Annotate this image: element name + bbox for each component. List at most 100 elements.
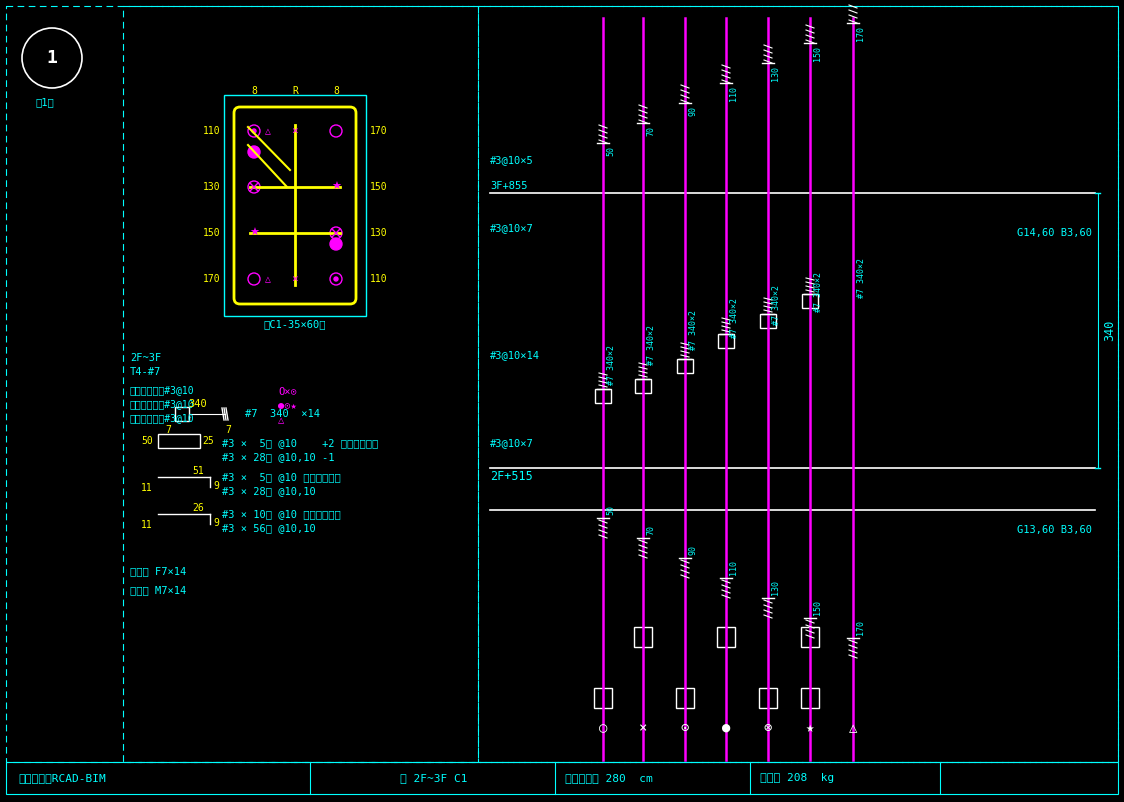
- Text: #3 × 56支 @10,10: #3 × 56支 @10,10: [223, 523, 316, 533]
- Text: #3@10×14: #3@10×14: [490, 350, 540, 360]
- Text: 續接器 M7×14: 續接器 M7×14: [130, 585, 187, 595]
- Bar: [593, 688, 611, 708]
- Text: ●⊙★: ●⊙★: [278, 401, 297, 411]
- Text: 梁柱接頭箍筋#3@10: 梁柱接頭箍筋#3@10: [130, 385, 194, 395]
- Text: 70: 70: [646, 126, 655, 136]
- Text: 170: 170: [370, 126, 388, 136]
- Text: 柱中央區箍筋#3@10: 柱中央區箍筋#3@10: [130, 413, 194, 423]
- Text: #3@10×7: #3@10×7: [490, 223, 534, 233]
- Bar: [634, 627, 652, 647]
- Text: 柱圍束區箍筋#3@10: 柱圍束區箍筋#3@10: [130, 399, 194, 409]
- Text: 110: 110: [729, 560, 738, 575]
- Text: G14,60 B3,60: G14,60 B3,60: [1017, 228, 1093, 238]
- Circle shape: [252, 129, 256, 133]
- Text: 110: 110: [729, 86, 738, 101]
- Text: 25: 25: [202, 436, 214, 446]
- Text: 11: 11: [142, 520, 153, 530]
- Text: 1: 1: [46, 49, 57, 67]
- Bar: [759, 688, 777, 708]
- Text: 重量： 208  kg: 重量： 208 kg: [760, 773, 834, 783]
- Text: ★: ★: [330, 182, 341, 192]
- Bar: [158, 434, 200, 448]
- Text: ⊙: ⊙: [681, 721, 689, 735]
- Text: ×: ×: [638, 721, 647, 735]
- Text: ★: ★: [806, 721, 814, 735]
- Text: 50: 50: [142, 436, 153, 446]
- Text: #7  340  ×14: #7 340 ×14: [245, 409, 320, 419]
- Text: 110: 110: [202, 126, 220, 136]
- Text: 柱 2F~3F C1: 柱 2F~3F C1: [400, 773, 468, 783]
- Bar: [676, 688, 694, 708]
- Text: 170: 170: [856, 620, 865, 635]
- Bar: [803, 294, 818, 308]
- Text: #3@10×5: #3@10×5: [490, 155, 534, 165]
- Bar: [224, 95, 366, 316]
- Text: ●: ●: [722, 721, 731, 735]
- Text: 柱C1-35×60齊: 柱C1-35×60齊: [264, 319, 326, 329]
- Text: 130: 130: [370, 228, 388, 238]
- Text: 共1台: 共1台: [35, 97, 54, 107]
- Bar: [175, 407, 189, 421]
- Text: T4-#7: T4-#7: [130, 367, 161, 377]
- Text: △: △: [265, 126, 271, 136]
- Text: #3 ×  5支 @10 梁柱接頭緊筋: #3 × 5支 @10 梁柱接頭緊筋: [223, 472, 341, 482]
- Text: 2F~3F: 2F~3F: [130, 353, 161, 363]
- Bar: [717, 627, 735, 647]
- Text: 9: 9: [214, 481, 219, 491]
- Text: 110: 110: [370, 274, 388, 284]
- Text: 51: 51: [192, 466, 203, 476]
- Text: 150: 150: [202, 228, 220, 238]
- Text: 50: 50: [606, 146, 615, 156]
- Text: 續接器 F7×14: 續接器 F7×14: [130, 566, 187, 576]
- Text: 170: 170: [856, 26, 865, 41]
- Text: 8: 8: [251, 86, 257, 96]
- Text: 130: 130: [771, 580, 780, 595]
- Text: 130: 130: [202, 182, 220, 192]
- Text: 26: 26: [192, 503, 203, 513]
- Text: 150: 150: [813, 600, 822, 615]
- Text: 7: 7: [225, 425, 230, 435]
- Text: 340: 340: [189, 399, 207, 409]
- Bar: [801, 627, 819, 647]
- Text: 3F+855: 3F+855: [490, 181, 527, 191]
- Text: 130: 130: [771, 66, 780, 81]
- Text: R: R: [292, 86, 298, 96]
- Bar: [718, 334, 734, 348]
- Text: #7 340×2: #7 340×2: [814, 272, 823, 312]
- Text: △: △: [849, 721, 858, 735]
- Text: 70: 70: [646, 525, 655, 535]
- Bar: [801, 688, 819, 708]
- Text: 9: 9: [214, 518, 219, 528]
- Text: #3 × 28支 @10,10: #3 × 28支 @10,10: [223, 486, 316, 496]
- Bar: [595, 389, 611, 403]
- Text: 170: 170: [202, 274, 220, 284]
- Text: 340: 340: [1104, 320, 1116, 341]
- Text: G13,60 B3,60: G13,60 B3,60: [1017, 525, 1093, 535]
- Text: #3 × 28支 @10,10 -1: #3 × 28支 @10,10 -1: [223, 452, 335, 462]
- Text: 150: 150: [813, 46, 822, 61]
- Text: #7 340×2: #7 340×2: [729, 298, 738, 338]
- Text: 150: 150: [370, 182, 388, 192]
- Circle shape: [248, 146, 260, 158]
- Bar: [635, 379, 651, 393]
- Text: O×⊙: O×⊙: [278, 387, 297, 397]
- Text: 2F+515: 2F+515: [490, 470, 533, 483]
- Text: ⊗: ⊗: [764, 721, 772, 735]
- Text: #7 340×2: #7 340×2: [689, 310, 698, 350]
- Text: 工程名稱：RCAD-BIM: 工程名稱：RCAD-BIM: [18, 773, 106, 783]
- Bar: [677, 359, 694, 373]
- Text: #3 ×  5支 @10    +2 梁柱接頭箍筋: #3 × 5支 @10 +2 梁柱接頭箍筋: [223, 438, 379, 448]
- Text: ×: ×: [291, 126, 298, 136]
- Text: 7: 7: [165, 425, 171, 435]
- Text: 樓底淨高： 280  cm: 樓底淨高： 280 cm: [565, 773, 653, 783]
- Text: 50: 50: [606, 505, 615, 515]
- Text: △: △: [265, 274, 271, 284]
- Text: #7 340×2: #7 340×2: [856, 258, 865, 298]
- Text: ★: ★: [250, 228, 259, 238]
- Text: ○: ○: [599, 721, 607, 735]
- Bar: [760, 314, 776, 328]
- Circle shape: [334, 277, 338, 281]
- Text: 11: 11: [142, 483, 153, 493]
- Bar: [6, 762, 1118, 794]
- Text: #7 340×2: #7 340×2: [607, 345, 616, 385]
